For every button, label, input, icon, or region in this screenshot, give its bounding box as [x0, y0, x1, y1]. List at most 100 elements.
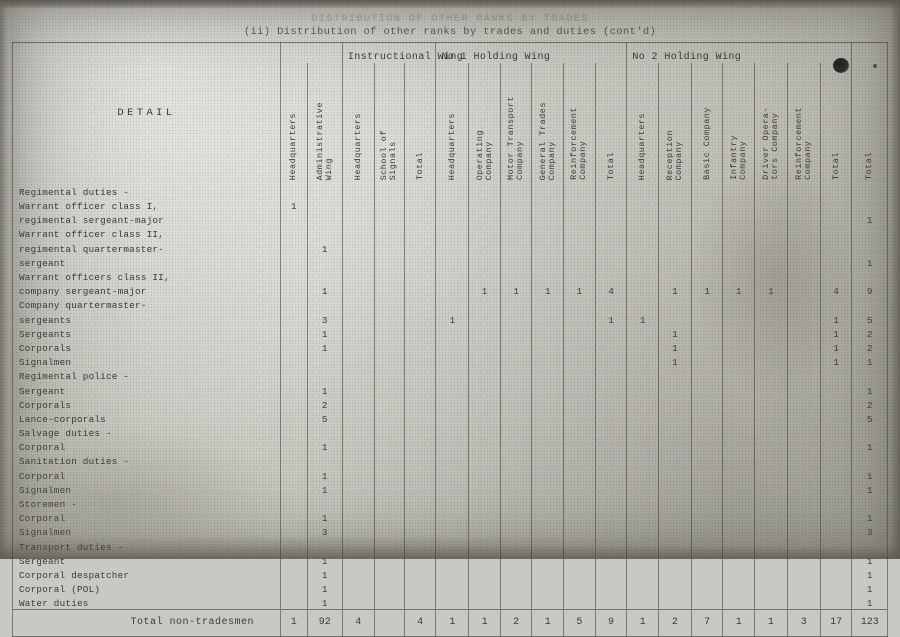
- total-row: Total non-tradesmen 1 92 4 4 1 1 2 1 5 9 1 2 7 1 1 3 17 12…: [12, 608, 888, 637]
- cell-r16-c1: 5: [307, 410, 343, 425]
- cell-r4-c0: [280, 239, 308, 254]
- row-label: Warrant officers class II,: [12, 268, 281, 283]
- cell-r27-c18: 1: [851, 566, 888, 581]
- cell-r0-c6: [468, 183, 501, 198]
- cell-r9-c18: 5: [851, 310, 888, 325]
- total-cell-16: 3: [787, 608, 821, 637]
- cell-r7-c4: [404, 282, 437, 297]
- cell-r13-c16: [787, 367, 821, 382]
- table-row: Salvage duties -: [12, 424, 888, 439]
- cell-r6-c9: [563, 268, 596, 283]
- cell-r2-c14: [722, 211, 755, 226]
- cell-r11-c13: [691, 339, 724, 354]
- cell-r23-c3: [374, 509, 405, 524]
- page-subtitle: (ii) Distribution of other ranks by trad…: [243, 26, 657, 38]
- cell-r28-c3: [374, 580, 405, 595]
- table-row: Sergeant 1 1: [12, 381, 888, 396]
- cell-r22-c9: [563, 495, 596, 510]
- cell-r6-c1: [307, 268, 343, 283]
- row-label: Signalmen: [12, 353, 281, 368]
- cell-r15-c1: 2: [307, 395, 343, 410]
- cell-r27-c13: [691, 566, 724, 581]
- row-label: regimental quartermaster-: [12, 239, 281, 254]
- cell-r2-c17: [820, 211, 853, 226]
- scan-edge-top: [0, 0, 900, 9]
- cell-r10-c7: [500, 324, 533, 340]
- cell-r1-c9: [563, 197, 596, 212]
- cell-r3-c13: [691, 225, 724, 240]
- cell-r19-c9: [563, 452, 596, 467]
- cell-r4-c1: 1: [307, 239, 343, 254]
- cell-r16-c9: [563, 410, 596, 425]
- cell-r15-c10: [595, 395, 628, 410]
- cell-r6-c11: [626, 268, 659, 283]
- table-row: Company quartermaster-: [12, 296, 888, 311]
- column-header-11: Headquarters: [626, 63, 659, 183]
- cell-r13-c0: [280, 367, 308, 382]
- cell-r20-c9: [563, 466, 596, 481]
- ink-speck: [873, 64, 877, 68]
- cell-r9-c3: [374, 310, 405, 325]
- cell-r14-c10: [595, 381, 628, 396]
- cell-r16-c14: [722, 410, 755, 425]
- cell-r5-c17: [820, 253, 853, 269]
- cell-r3-c14: [722, 225, 755, 240]
- cell-r20-c7: [500, 466, 533, 481]
- cell-r29-c15: [754, 594, 788, 610]
- cell-r10-c13: [691, 324, 724, 340]
- cell-r22-c10: [595, 495, 628, 510]
- cell-r16-c0: [280, 410, 308, 425]
- cell-r17-c2: [342, 424, 375, 439]
- cell-r17-c18: [851, 424, 888, 439]
- cell-r12-c12: 1: [658, 353, 692, 368]
- cell-r20-c17: [820, 466, 853, 481]
- cell-r9-c4: [404, 310, 437, 325]
- cell-r9-c11: 1: [626, 310, 659, 325]
- cell-r27-c9: [563, 566, 596, 581]
- cell-r23-c11: [626, 509, 659, 524]
- row-label: Corporal: [12, 438, 281, 453]
- cell-r20-c13: [691, 466, 724, 481]
- cell-r25-c7: [500, 537, 533, 552]
- cell-r10-c14: [722, 324, 755, 340]
- cell-r24-c12: [658, 523, 692, 538]
- cell-r11-c9: [563, 339, 596, 354]
- cell-r2-c13: [691, 211, 724, 226]
- cell-r0-c12: [658, 183, 692, 198]
- cell-r29-c11: [626, 594, 659, 610]
- total-cell-13: 7: [691, 608, 724, 637]
- cell-r15-c17: [820, 395, 853, 410]
- cell-r29-c13: [691, 594, 724, 610]
- cell-r19-c10: [595, 452, 628, 467]
- cell-r22-c15: [754, 495, 788, 510]
- cell-r14-c17: [820, 381, 853, 396]
- cell-r17-c17: [820, 424, 853, 439]
- cell-r29-c1: 1: [307, 594, 343, 610]
- cell-r5-c5: [435, 253, 470, 269]
- cell-r1-c12: [658, 197, 692, 212]
- column-header-label: Headquarters: [446, 112, 457, 180]
- cell-r25-c12: [658, 537, 692, 552]
- cell-r19-c14: [722, 452, 755, 467]
- column-header-1: Administrative Wing: [307, 63, 343, 183]
- cell-r4-c5: [435, 239, 470, 254]
- cell-r16-c7: [500, 410, 533, 425]
- cell-r2-c9: [563, 211, 596, 226]
- cell-r25-c6: [468, 537, 501, 552]
- cell-r9-c7: [500, 310, 533, 325]
- cell-r8-c16: [787, 296, 821, 311]
- cell-r29-c4: [404, 594, 437, 610]
- cell-r22-c4: [404, 495, 437, 510]
- cell-r15-c13: [691, 395, 724, 410]
- cell-r9-c0: [280, 310, 308, 325]
- cell-r4-c10: [595, 239, 628, 254]
- cell-r17-c10: [595, 424, 628, 439]
- cell-r23-c8: [531, 509, 565, 524]
- cell-r10-c10: [595, 324, 628, 340]
- group-header-2: No 1 Holding Wing: [435, 42, 628, 63]
- row-label: Corporal despatcher: [12, 566, 281, 581]
- cell-r10-c15: [754, 324, 788, 340]
- cell-r8-c12: [658, 296, 692, 311]
- row-label: Warrant officer class II,: [12, 225, 281, 240]
- cell-r23-c9: [563, 509, 596, 524]
